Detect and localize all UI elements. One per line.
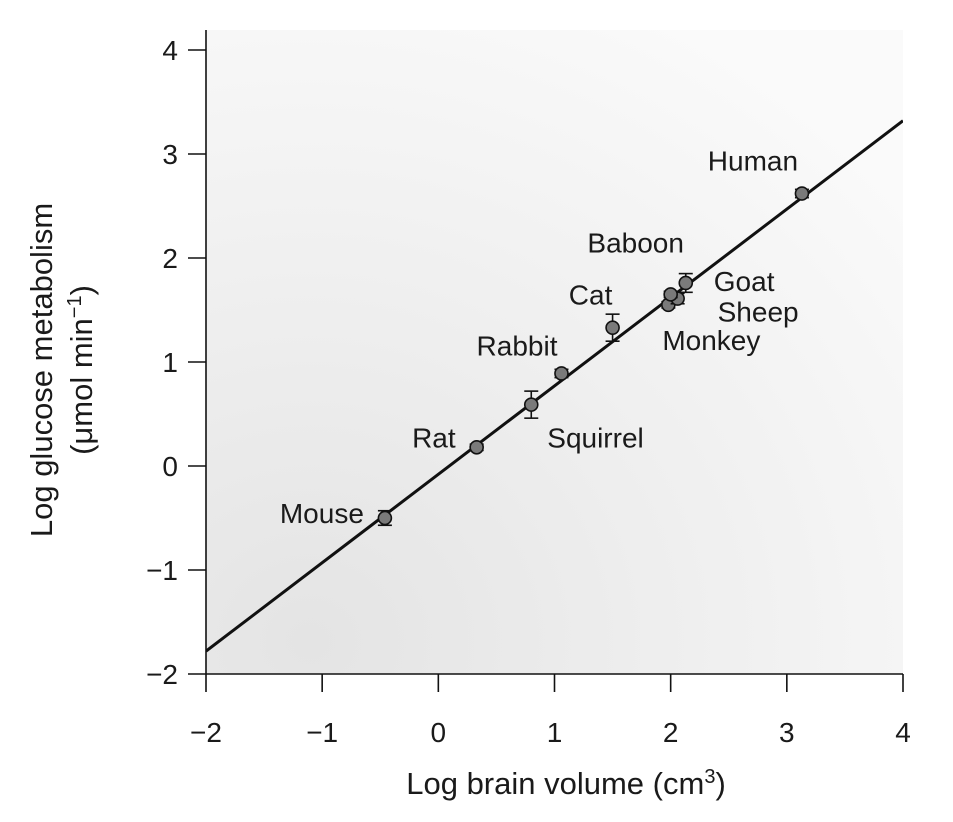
y-tick-label: 1 (162, 347, 178, 378)
x-axis-title-end: ) (715, 766, 725, 801)
x-tick-label: −2 (190, 717, 222, 748)
data-point-squirrel (523, 390, 539, 419)
y-tick-label: 3 (162, 139, 178, 170)
x-axis-title-sup: 3 (704, 766, 715, 788)
marker (469, 439, 484, 455)
point-label-goat: Goat (714, 266, 775, 297)
point-labels: Mouse Rat Squirrel Rabbit Cat MonkeySheepGoat… (280, 146, 799, 529)
y-axis-title-line2-main: (μmol min (64, 318, 99, 455)
data-points (377, 186, 810, 527)
data-point-baboon (663, 287, 678, 302)
x-tick-label: 1 (547, 717, 563, 748)
y-axis-title-line2: (μmol min−1) (64, 285, 99, 455)
y-tick-label: −1 (146, 555, 178, 586)
data-point-rabbit (554, 366, 569, 381)
marker (678, 275, 694, 291)
point-label-squirrel: Squirrel (547, 423, 643, 454)
point-label-sheep: Sheep (718, 297, 799, 328)
marker (794, 186, 810, 201)
point-label-mouse: Mouse (280, 498, 364, 529)
data-point-goat (678, 272, 694, 294)
regression-line (206, 119, 903, 653)
point-label-rat: Rat (412, 422, 456, 453)
x-ticks: −2 −1 0 1 2 3 4 (190, 674, 911, 748)
y-axis-title: Log glucose metabolism (μmol min−1) (24, 203, 99, 537)
x-tick-label: −1 (306, 717, 338, 748)
x-tick-label: 2 (663, 717, 679, 748)
plot-background (206, 30, 903, 674)
marker (523, 397, 539, 412)
x-tick-label: 3 (779, 717, 795, 748)
point-label-cat: Cat (569, 280, 613, 311)
point-label-rabbit: Rabbit (477, 330, 558, 361)
y-ticks: −2 −1 0 1 2 3 4 (146, 35, 206, 690)
marker (605, 320, 620, 335)
data-point-cat (605, 313, 620, 343)
y-tick-label: 0 (162, 451, 178, 482)
y-axis-title-line2-sup: −1 (64, 295, 86, 318)
point-label-monkey: Monkey (662, 325, 760, 356)
marker (554, 366, 569, 381)
data-point-rat (469, 439, 484, 455)
x-tick-label: 0 (431, 717, 447, 748)
y-axis-title-line2-end: ) (64, 285, 99, 295)
x-axis-title-main: Log brain volume (cm (406, 766, 704, 801)
data-point-mouse (377, 509, 393, 527)
y-tick-label: 2 (162, 243, 178, 274)
x-tick-label: 4 (895, 717, 911, 748)
data-point-human (794, 186, 810, 201)
point-label-human: Human (708, 146, 798, 177)
marker (377, 510, 393, 526)
marker (663, 287, 678, 302)
y-axis-title-line1: Log glucose metabolism (24, 203, 59, 537)
y-tick-label: −2 (146, 659, 178, 690)
point-label-baboon: Baboon (587, 227, 684, 258)
y-tick-label: 4 (162, 35, 178, 66)
x-axis-title: Log brain volume (cm3) (406, 766, 726, 801)
